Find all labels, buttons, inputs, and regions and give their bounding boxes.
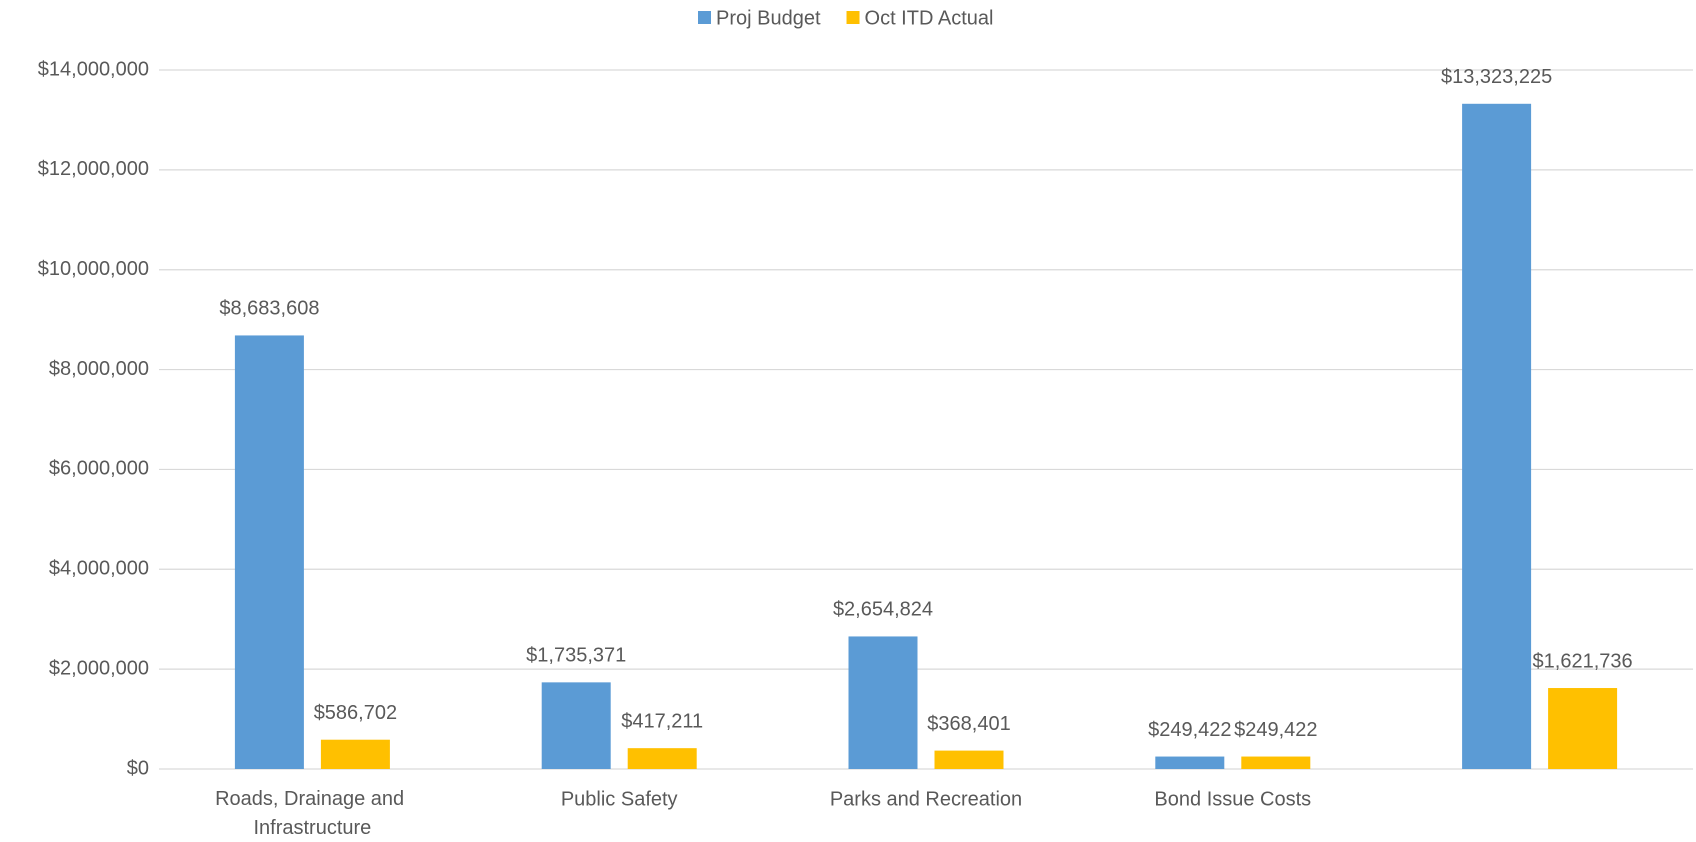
x-tick-label: Roads, Drainage and Infrastructure — [215, 788, 410, 839]
bar — [1462, 103, 1532, 769]
bar — [848, 636, 918, 769]
y-tick-label: $12,000,000 — [38, 158, 149, 180]
y-tick-label: $4,000,000 — [49, 558, 149, 580]
legend-swatch — [846, 11, 860, 24]
legend-label: Proj Budget — [716, 7, 821, 29]
y-tick-label: $6,000,000 — [49, 458, 149, 480]
x-tick-line: Roads, Drainage and — [215, 788, 410, 810]
y-tick-label: $2,000,000 — [49, 657, 149, 679]
data-label: $8,683,608 — [219, 298, 319, 320]
x-tick-label: Parks and Recreation — [830, 788, 1022, 810]
bar — [1548, 688, 1618, 769]
y-tick-label: $0 — [127, 757, 149, 779]
bar — [627, 748, 697, 769]
legend-swatch — [698, 11, 711, 24]
data-label: $1,735,371 — [526, 645, 626, 667]
y-tick-label: $10,000,000 — [38, 258, 149, 280]
x-tick-line: Infrastructure — [253, 817, 371, 839]
x-tick-label: Bond Issue Costs — [1154, 788, 1311, 810]
y-tick-label: $8,000,000 — [49, 358, 149, 380]
y-tick-label: $14,000,000 — [38, 58, 149, 80]
x-tick-label: Public Safety — [561, 788, 678, 810]
data-label: $1,621,736 — [1533, 650, 1633, 672]
bar — [934, 750, 1004, 769]
data-label: $249,422 — [1148, 719, 1231, 741]
data-label: $368,401 — [927, 713, 1010, 735]
bar — [1155, 756, 1225, 769]
legend-label: Oct ITD Actual — [865, 7, 994, 29]
data-label: $2,654,824 — [833, 599, 933, 621]
bar — [320, 739, 390, 769]
bar — [541, 682, 611, 769]
data-label: $417,211 — [621, 710, 703, 732]
data-label: $249,422 — [1234, 719, 1317, 741]
data-label: $13,323,225 — [1441, 66, 1552, 88]
bar — [234, 335, 304, 769]
data-label: $586,702 — [314, 702, 397, 724]
bar — [1241, 756, 1311, 769]
